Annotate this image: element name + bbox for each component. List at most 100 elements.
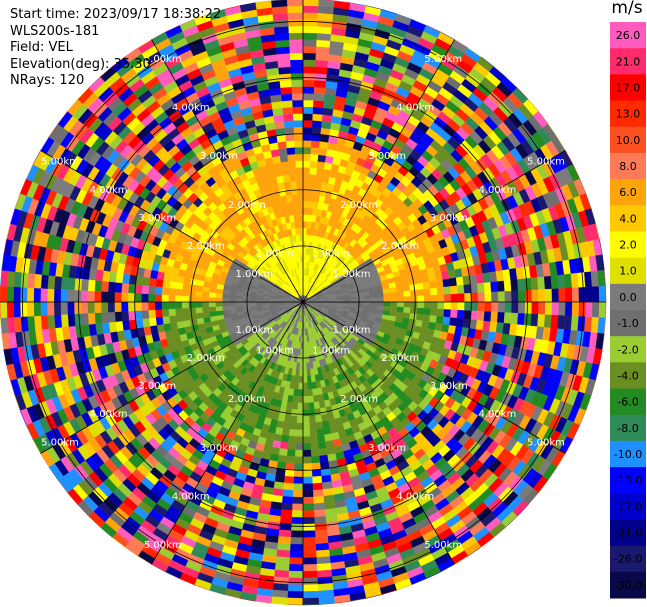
gate-cell bbox=[308, 180, 316, 189]
gate-cell bbox=[457, 293, 465, 303]
gate-cell bbox=[376, 293, 384, 299]
gate-cell bbox=[291, 402, 298, 410]
gate-cell bbox=[316, 32, 332, 41]
gate-cell bbox=[307, 382, 313, 390]
gate-cell bbox=[312, 120, 323, 129]
gate-cell bbox=[308, 187, 316, 196]
gate-cell bbox=[302, 146, 312, 155]
gate-cell bbox=[315, 174, 324, 183]
gate-cell bbox=[557, 274, 566, 289]
gate-cell bbox=[316, 428, 325, 437]
gate-cell bbox=[349, 296, 357, 300]
gate-cell bbox=[286, 597, 304, 606]
gate-cell bbox=[107, 281, 116, 293]
gate-cell bbox=[395, 286, 404, 293]
gate-cell bbox=[297, 402, 304, 410]
gate-cell bbox=[302, 416, 310, 424]
gate-cell bbox=[430, 301, 438, 310]
gate-cell bbox=[33, 315, 42, 331]
gate-cell bbox=[430, 294, 438, 303]
gate-cell bbox=[511, 301, 519, 314]
gate-cell bbox=[302, 140, 312, 148]
gate-cell bbox=[296, 422, 304, 431]
gate-cell bbox=[312, 489, 324, 498]
gate-cell bbox=[302, 597, 320, 606]
gate-cell bbox=[161, 294, 169, 303]
gate-cell bbox=[464, 301, 472, 311]
gate-cell bbox=[302, 496, 314, 505]
gate-cell bbox=[0, 285, 8, 303]
gate-cell bbox=[450, 301, 459, 311]
gate-cell bbox=[54, 314, 63, 329]
gate-cell bbox=[147, 293, 156, 303]
gate-cell bbox=[302, 194, 309, 202]
gate-cell bbox=[175, 308, 183, 316]
gate-cell bbox=[551, 301, 560, 316]
gate-cell bbox=[319, 407, 327, 416]
gate-cell bbox=[302, 39, 317, 47]
gate-cell bbox=[302, 72, 316, 81]
gate-cell bbox=[134, 301, 142, 311]
gate-cell bbox=[183, 319, 192, 328]
gate-cell bbox=[278, 448, 288, 457]
gate-cell bbox=[497, 291, 506, 303]
gate-cell bbox=[409, 283, 417, 291]
gate-cell bbox=[317, 12, 334, 21]
gate-cell bbox=[477, 292, 485, 303]
gate-cell bbox=[114, 291, 122, 303]
gate-cell bbox=[175, 281, 184, 290]
gate-cell bbox=[278, 529, 292, 538]
gate-cell bbox=[577, 316, 586, 332]
gate-cell bbox=[286, 449, 296, 457]
gate-cell bbox=[430, 308, 438, 317]
gate-cell bbox=[370, 301, 378, 307]
gate-cell bbox=[161, 287, 170, 296]
gate-cell bbox=[201, 291, 210, 298]
gate-cell bbox=[564, 315, 573, 331]
gate-cell bbox=[456, 309, 465, 320]
gate-cell bbox=[189, 283, 197, 291]
gate-cell bbox=[80, 301, 88, 314]
gate-cell bbox=[455, 276, 464, 286]
gate-cell bbox=[302, 395, 309, 404]
gate-cell bbox=[314, 529, 328, 538]
gate-cell bbox=[470, 301, 479, 312]
gate-cell bbox=[316, 167, 325, 176]
gate-cell bbox=[285, 462, 295, 471]
gate-cell bbox=[274, 563, 290, 572]
gate-cell bbox=[302, 449, 312, 458]
gate-cell bbox=[308, 408, 316, 417]
gate-cell bbox=[13, 301, 21, 318]
gate-cell bbox=[396, 291, 405, 298]
gate-cell bbox=[222, 301, 230, 307]
gate-cell bbox=[550, 275, 559, 290]
gate-cell bbox=[60, 314, 69, 328]
gate-cell bbox=[40, 274, 49, 289]
gate-cell bbox=[287, 590, 304, 599]
gate-cell bbox=[161, 308, 170, 317]
gate-cell bbox=[543, 314, 552, 329]
gate-cell bbox=[475, 320, 484, 331]
gate-cell bbox=[544, 301, 553, 316]
gate-cell bbox=[40, 315, 49, 330]
gate-cell bbox=[313, 502, 325, 511]
gate-cell bbox=[161, 301, 169, 310]
gate-cell bbox=[309, 174, 317, 182]
gate-cell bbox=[302, 66, 316, 74]
gate-cell bbox=[318, 0, 335, 8]
gate-cell bbox=[356, 295, 364, 300]
gate-cell bbox=[403, 296, 411, 303]
gate-cell bbox=[409, 307, 418, 315]
gate-cell bbox=[314, 66, 328, 75]
gate-cell bbox=[114, 301, 122, 313]
gate-cell bbox=[497, 301, 506, 313]
gate-cell bbox=[416, 307, 425, 315]
gate-cell bbox=[310, 455, 321, 464]
gate-cell bbox=[311, 133, 321, 142]
gate-cell bbox=[310, 449, 320, 457]
gate-cell bbox=[302, 126, 313, 135]
gate-cell bbox=[201, 296, 210, 303]
gate-cell bbox=[389, 287, 397, 294]
gate-cell bbox=[430, 287, 438, 296]
gate-cell bbox=[276, 542, 291, 551]
